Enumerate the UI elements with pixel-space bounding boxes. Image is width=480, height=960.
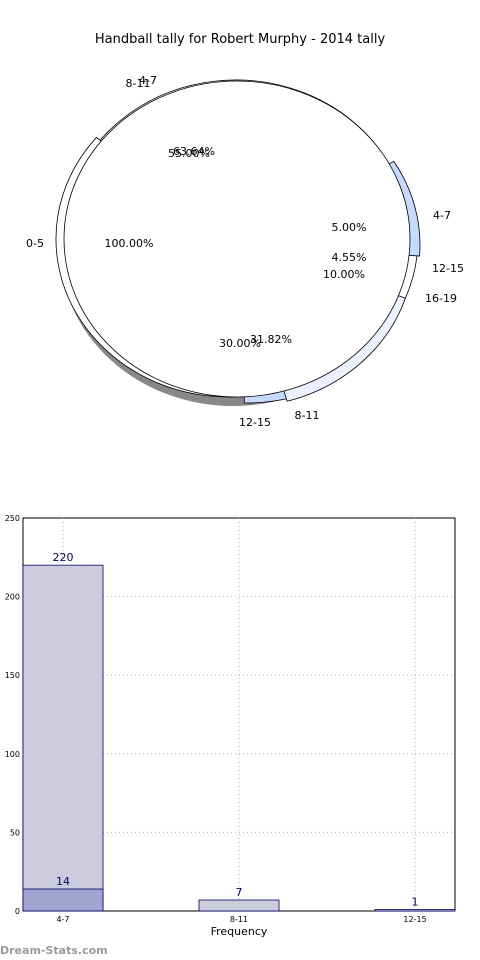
pie-slice-percent: 55.00% bbox=[168, 147, 210, 160]
pie-slice-label: 4-7 bbox=[433, 209, 451, 222]
bar-value-label: 7 bbox=[236, 886, 243, 899]
y-tick-label: 200 bbox=[5, 593, 20, 602]
pie-slice-label: 8-11 bbox=[126, 77, 151, 90]
bar-4-7 bbox=[22, 564, 104, 912]
pie-slice-label: 12-15 bbox=[432, 262, 464, 275]
pie-slice-label: 4-7 bbox=[139, 74, 157, 87]
pie-slice-percent: 30.00% bbox=[219, 337, 261, 350]
bar-value-labels: 220 7 1 14 bbox=[53, 551, 419, 908]
pie-slice-percent: 100.00% bbox=[105, 237, 154, 250]
pie-slices bbox=[55, 79, 421, 404]
x-tick-label: 4-7 bbox=[56, 915, 69, 924]
bar-value-label: 220 bbox=[53, 551, 74, 564]
bar-8-11 bbox=[198, 899, 280, 912]
pie-slice-percent: 5.00% bbox=[332, 221, 367, 234]
pie-slice-percent: 4.55% bbox=[332, 251, 367, 264]
pie-slice-label: 0-5 bbox=[26, 237, 44, 250]
pie-slice-percent: 31.82% bbox=[250, 333, 292, 346]
bar-12-15 bbox=[374, 909, 456, 912]
x-tick-label: 12-15 bbox=[403, 915, 426, 924]
y-axis-ticks: 0 50 100 150 200 250 bbox=[5, 514, 20, 916]
bars bbox=[22, 564, 456, 912]
bar-value-label: 14 bbox=[56, 875, 70, 888]
x-tick-label: 8-11 bbox=[230, 915, 248, 924]
y-tick-label: 250 bbox=[5, 514, 20, 523]
bar-chart: 220 7 1 14 0 50 100 150 200 250 4-7 8-11 12-15 Fre… bbox=[5, 514, 456, 938]
pie-slice-label: 8-11 bbox=[295, 409, 320, 422]
x-axis-label: Frequency bbox=[211, 925, 268, 938]
bar-4-7 bbox=[22, 888, 104, 912]
bar-value-label: 1 bbox=[412, 895, 419, 908]
y-tick-label: 100 bbox=[5, 750, 20, 759]
watermark: Dream-Stats.com bbox=[0, 944, 108, 957]
pie-labels: 4-7 63.64% 12-15 4.55% 8-11 31.82% 8-11 55.00% 4… bbox=[26, 74, 464, 429]
pie-slice-label: 16-19 bbox=[425, 292, 457, 305]
x-axis-ticks: 4-7 8-11 12-15 bbox=[56, 915, 426, 924]
pie-slice-label: 12-15 bbox=[239, 416, 271, 429]
pie-slice-0-5 bbox=[63, 80, 411, 398]
pie-title: Handball tally for Robert Murphy - 2014 … bbox=[95, 32, 386, 47]
y-tick-label: 0 bbox=[15, 907, 20, 916]
pie-slice-percent: 10.00% bbox=[323, 268, 365, 281]
pie-slice-percent: 63.64% bbox=[173, 145, 215, 158]
y-tick-label: 150 bbox=[5, 671, 20, 680]
pie-chart: Handball tally for Robert Murphy - 2014 … bbox=[26, 32, 464, 429]
y-tick-label: 50 bbox=[10, 828, 20, 837]
